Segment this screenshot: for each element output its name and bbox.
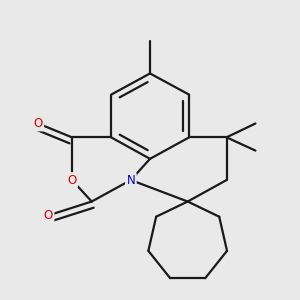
Text: O: O bbox=[67, 173, 76, 187]
Text: O: O bbox=[34, 117, 43, 130]
Text: N: N bbox=[127, 173, 135, 187]
Text: O: O bbox=[44, 209, 53, 222]
